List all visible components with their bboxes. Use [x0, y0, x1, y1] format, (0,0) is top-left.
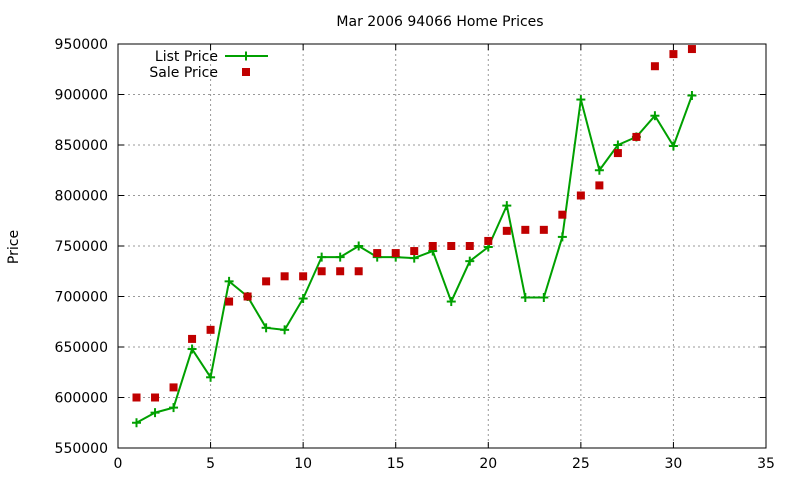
- sale-price-point: [391, 249, 400, 258]
- chart-title: Mar 2006 94066 Home Prices: [336, 14, 543, 30]
- list-price-point: [520, 293, 530, 303]
- sale-price-point: [336, 267, 345, 276]
- sale-price-point: [410, 247, 419, 256]
- sale-price-point: [151, 393, 160, 402]
- y-tick-label: 650000: [55, 340, 108, 356]
- legend-label: List Price: [155, 49, 218, 65]
- list-price-point: [668, 141, 678, 151]
- series-0: [132, 91, 697, 428]
- list-price-point: [354, 241, 364, 251]
- sale-price-point: [539, 225, 548, 234]
- legend-entry: Sale Price: [149, 65, 250, 81]
- list-price-point: [409, 253, 419, 263]
- x-tick-label: 0: [114, 456, 123, 472]
- list-price-point: [576, 95, 586, 105]
- sale-price-point: [206, 325, 215, 334]
- list-price-point: [150, 408, 160, 418]
- x-tick-label: 35: [757, 456, 775, 472]
- legend-entry: List Price: [155, 49, 268, 65]
- legend-square-swatch: [242, 68, 250, 76]
- y-tick-label: 600000: [55, 391, 108, 407]
- tick-marks: [117, 43, 767, 449]
- series-1: [132, 45, 696, 402]
- x-tick-label: 20: [479, 456, 497, 472]
- legend-plus-swatch: [241, 51, 251, 61]
- sale-price-point: [354, 267, 363, 276]
- series-layer: [132, 45, 697, 428]
- y-tick-label: 800000: [55, 189, 108, 205]
- x-tick-label: 10: [294, 456, 312, 472]
- sale-price-point: [262, 277, 271, 286]
- y-tick-label: 700000: [55, 290, 108, 306]
- sale-price-point: [687, 45, 696, 54]
- y-tick-label: 950000: [55, 37, 108, 53]
- sale-price-point: [225, 297, 234, 306]
- list-price-point: [687, 91, 697, 101]
- list-price-point: [446, 297, 456, 307]
- sale-price-point: [188, 334, 197, 343]
- legend-label: Sale Price: [149, 65, 218, 81]
- list-price-point: [502, 201, 512, 211]
- x-tick-label: 25: [572, 456, 590, 472]
- sale-price-point: [613, 149, 622, 158]
- list-price-point: [650, 111, 660, 121]
- list-price-point: [169, 403, 179, 413]
- list-price-point: [557, 232, 567, 242]
- sale-price-point: [169, 383, 178, 392]
- list-price-point: [539, 293, 549, 303]
- x-tick-label: 30: [665, 456, 683, 472]
- y-tick-label: 750000: [55, 239, 108, 255]
- list-price-point: [613, 140, 623, 150]
- sale-price-point: [373, 249, 382, 258]
- y-tick-label: 550000: [55, 441, 108, 457]
- list-price-point: [335, 252, 345, 262]
- sale-price-point: [484, 236, 493, 245]
- list-price-point: [465, 256, 475, 266]
- tick-labels: 0 5 10 15 20 25 30 35 550000 600000 650000 700000 75…: [55, 37, 775, 472]
- sale-price-point: [280, 272, 289, 281]
- list-price-point: [298, 294, 308, 304]
- list-price-point: [261, 323, 271, 333]
- sale-price-point: [465, 242, 474, 250]
- sale-price-point: [447, 242, 456, 250]
- list-price-point: [317, 252, 327, 262]
- list-price-point: [187, 344, 197, 354]
- list-price-point: [206, 372, 216, 382]
- list-price-point: [224, 276, 234, 286]
- sale-price-point: [502, 226, 511, 235]
- sale-price-point: [632, 132, 641, 141]
- sale-price-point: [669, 50, 678, 59]
- sale-price-point: [576, 191, 585, 200]
- list-price-point: [280, 325, 290, 335]
- sale-price-point: [428, 242, 437, 250]
- sale-price-point: [558, 210, 567, 219]
- y-axis-label: Price: [6, 230, 22, 264]
- sale-price-point: [299, 272, 308, 281]
- x-tick-label: 5: [206, 456, 215, 472]
- sale-price-point: [317, 267, 326, 276]
- y-tick-label: 900000: [55, 88, 108, 104]
- sale-price-point: [595, 181, 604, 190]
- list-price-point: [594, 165, 604, 175]
- y-tick-label: 850000: [55, 138, 108, 154]
- sale-price-point: [132, 393, 141, 402]
- grid-lines: [118, 44, 766, 448]
- list-price-point: [132, 418, 142, 428]
- sale-price-point: [650, 62, 659, 71]
- sale-price-point: [243, 292, 252, 301]
- sale-price-point: [521, 225, 530, 234]
- x-tick-label: 15: [387, 456, 405, 472]
